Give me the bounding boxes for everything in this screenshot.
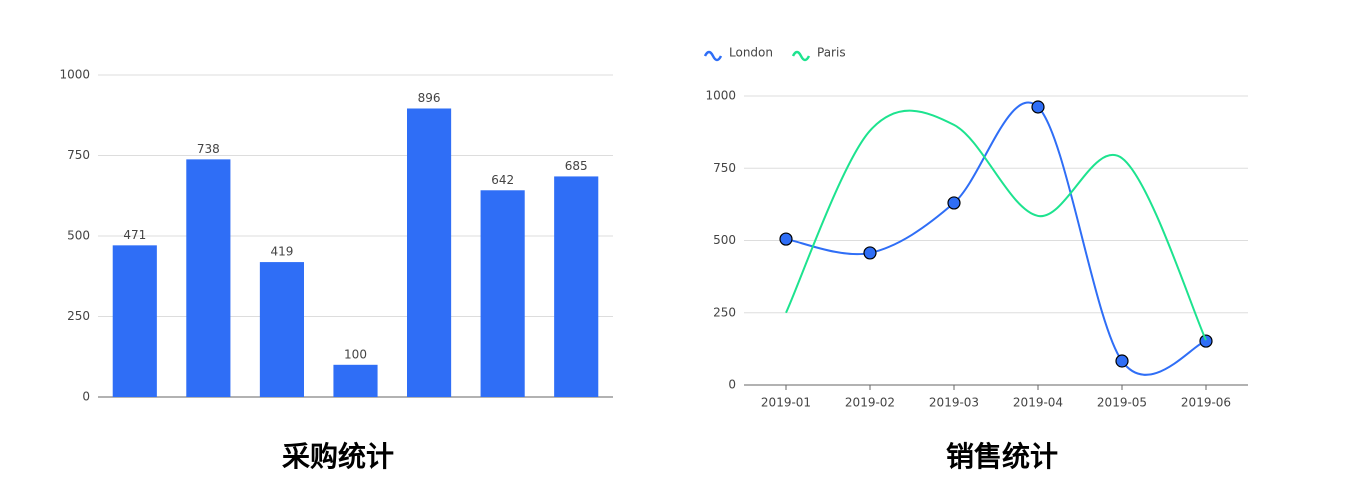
- y-tick-label: 250: [713, 305, 736, 319]
- point: [1199, 334, 1213, 348]
- data-label: 738: [197, 142, 220, 156]
- line-series: [785, 109, 1207, 341]
- chart-title: 销售统计: [946, 440, 1058, 473]
- y-tick-label: 750: [713, 161, 736, 175]
- chart-title: 采购统计: [282, 440, 394, 473]
- point: [863, 246, 877, 260]
- data-label: 685: [565, 159, 588, 173]
- legend-label: Paris: [817, 46, 846, 60]
- x-tick-label: 2019-01: [761, 396, 811, 410]
- x-tick-label: 2019-04: [1013, 396, 1063, 410]
- x-tick-label: 2019-03: [929, 396, 979, 410]
- legend-icon: [703, 50, 723, 62]
- bar: [259, 262, 304, 397]
- y-tick-label: 0: [728, 378, 736, 392]
- bar: [407, 108, 452, 397]
- x-tick-label: 2019-05: [1097, 396, 1147, 410]
- point: [947, 196, 961, 210]
- legend-label: London: [729, 46, 773, 60]
- bar: [554, 176, 599, 397]
- y-tick-label: 1000: [705, 89, 736, 103]
- y-tick-label: 1000: [59, 68, 90, 82]
- bar: [186, 159, 231, 397]
- data-label: 896: [418, 91, 441, 105]
- x-tick-label: 2019-06: [1181, 396, 1231, 410]
- data-label: 419: [270, 245, 293, 259]
- legend-icon: [791, 50, 811, 62]
- data-label: 100: [344, 347, 367, 361]
- y-tick-label: 0: [82, 390, 90, 404]
- line-series: [785, 101, 1207, 376]
- y-tick-label: 500: [713, 233, 736, 247]
- data-label: 642: [491, 173, 514, 187]
- y-tick-label: 750: [67, 148, 90, 162]
- y-tick-label: 250: [67, 309, 90, 323]
- x-tick-label: 2019-02: [845, 396, 895, 410]
- point: [1115, 354, 1129, 368]
- bar: [333, 364, 378, 397]
- point: [1031, 100, 1045, 114]
- data-label: 471: [123, 228, 146, 242]
- bar: [112, 245, 157, 397]
- bar: [480, 190, 525, 397]
- point: [779, 232, 793, 246]
- y-tick-label: 500: [67, 229, 90, 243]
